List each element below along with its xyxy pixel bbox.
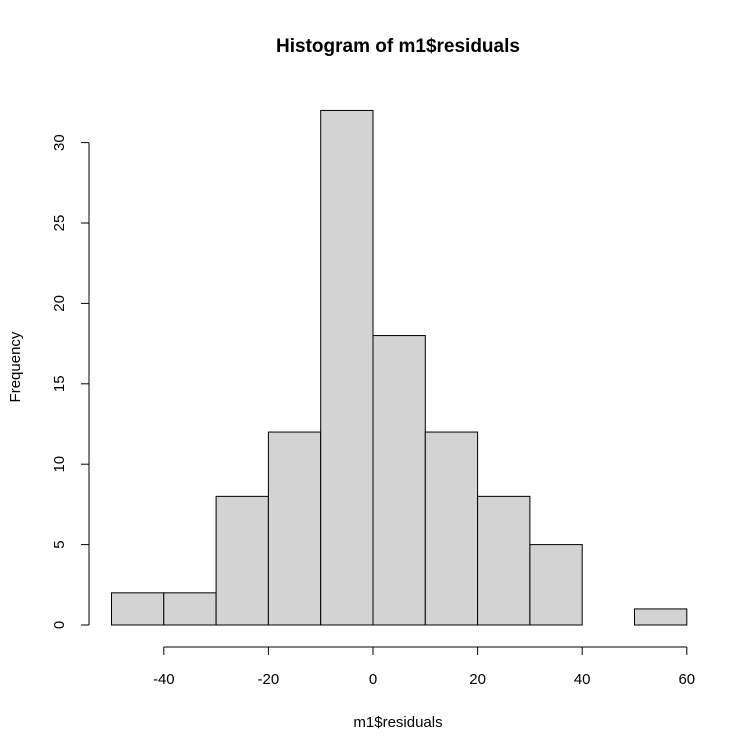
x-axis-title: m1$residuals bbox=[353, 714, 442, 731]
chart-title: Histogram of m1$residuals bbox=[276, 36, 520, 57]
histogram-bar-4 bbox=[267, 431, 322, 626]
x-tick-label: -40 bbox=[153, 671, 175, 688]
histogram-bar-9 bbox=[529, 544, 583, 626]
x-tick-label: -20 bbox=[258, 671, 280, 688]
y-axis-title: Frequency bbox=[7, 331, 24, 402]
x-tick-label: 20 bbox=[469, 671, 486, 688]
x-tick-label: 0 bbox=[369, 671, 377, 688]
y-axis: 0 5 10 15 20 25 30 bbox=[51, 134, 90, 629]
histogram-bar-5 bbox=[320, 109, 374, 626]
x-tick-label: 60 bbox=[678, 671, 695, 688]
histogram-bar-1 bbox=[111, 592, 165, 626]
histogram-bar-3 bbox=[215, 495, 269, 626]
y-tick-label: 10 bbox=[51, 456, 68, 473]
histogram-bar-2 bbox=[163, 592, 217, 626]
y-tick-label: 0 bbox=[51, 621, 68, 629]
histogram-bar-6 bbox=[372, 335, 426, 626]
histogram-bar-7 bbox=[424, 431, 479, 626]
x-axis: -40 -20 0 20 40 60 bbox=[153, 646, 695, 688]
y-tick-label: 30 bbox=[51, 134, 68, 151]
y-tick-label: 15 bbox=[51, 375, 68, 392]
y-tick-label: 5 bbox=[51, 540, 68, 548]
histogram-bar-8 bbox=[477, 495, 531, 626]
x-tick-label: 40 bbox=[574, 671, 591, 688]
y-tick-label: 20 bbox=[51, 295, 68, 312]
y-tick-label: 25 bbox=[51, 215, 68, 232]
histogram-bar-11 bbox=[634, 608, 688, 626]
bars-group bbox=[111, 109, 688, 626]
